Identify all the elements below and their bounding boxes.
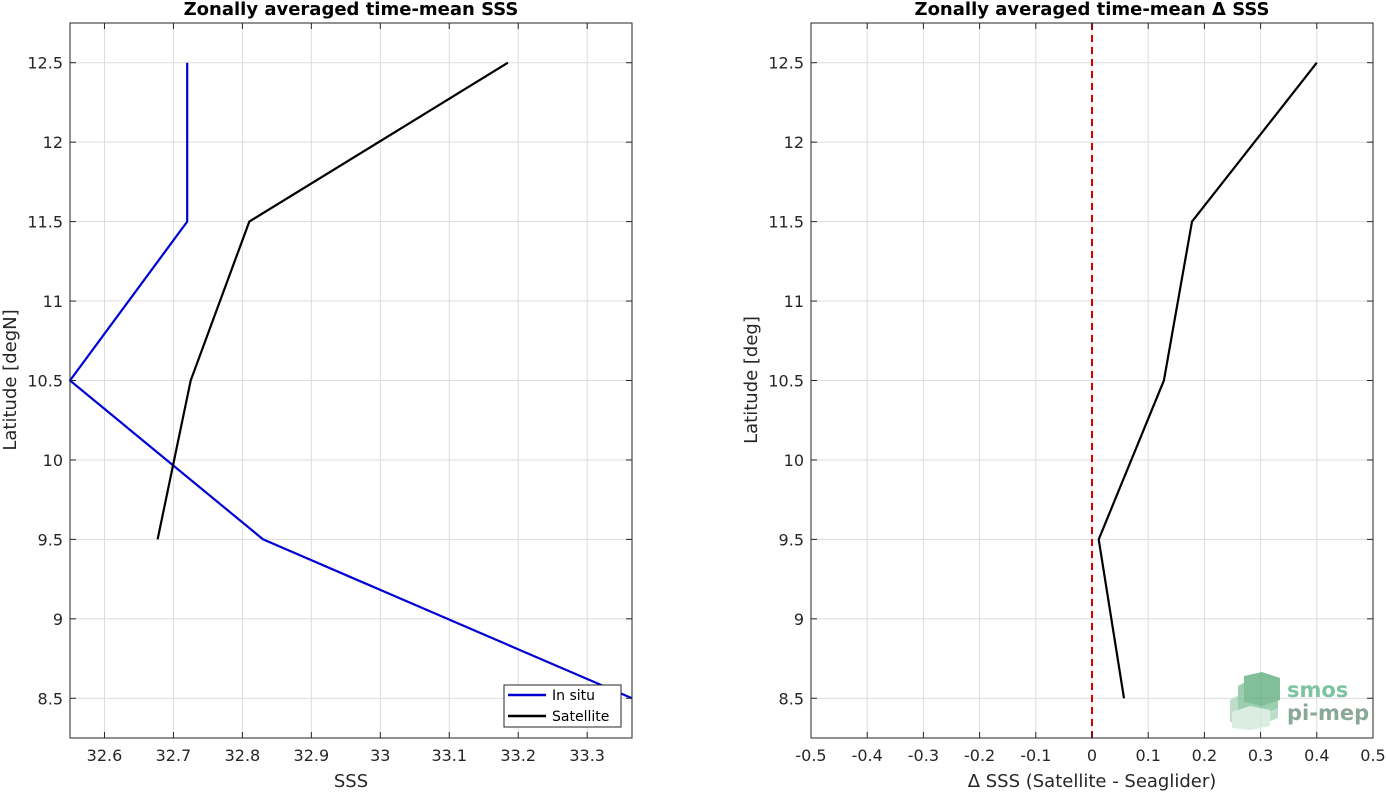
x-tick-label: -0.2 xyxy=(964,746,995,765)
x-tick-label: 0.1 xyxy=(1135,746,1160,765)
y-tick-label: 10 xyxy=(784,451,804,470)
y-tick-label: 9.5 xyxy=(779,530,804,549)
x-axis-label: SSS xyxy=(334,771,368,792)
x-tick-label: 0.3 xyxy=(1248,746,1273,765)
x-tick-label: -0.4 xyxy=(852,746,883,765)
y-tick-label: 10.5 xyxy=(27,372,63,391)
x-tick-label: 33.2 xyxy=(500,746,536,765)
y-tick-labels: 8.5 9 9.5 10 10.5 11 11.5 12 12.5 xyxy=(768,54,804,709)
y-tick-label: 11 xyxy=(784,292,804,311)
x-tick-labels: 32.6 32.7 32.8 32.9 33 33.1 33.2 33.3 xyxy=(87,746,605,765)
x-tick-label: 32.7 xyxy=(156,746,192,765)
legend-label-in-situ: In situ xyxy=(552,688,595,704)
logo-text-pi-mep: pi-mep xyxy=(1287,701,1369,725)
chart-title: Zonally averaged time-mean SSS xyxy=(184,0,519,20)
x-tick-label: 0 xyxy=(1087,746,1097,765)
y-tick-label: 8.5 xyxy=(779,689,804,708)
x-tick-label: 0.5 xyxy=(1360,746,1385,765)
y-tick-label: 11.5 xyxy=(27,213,63,232)
x-tick-label: -0.5 xyxy=(795,746,826,765)
x-tick-label: -0.3 xyxy=(908,746,939,765)
x-axis-label: Δ SSS (Satellite - Seaglider) xyxy=(968,771,1217,792)
x-tick-labels: -0.5 -0.4 -0.3 -0.2 -0.1 0 0.1 0.2 0.3 0.4 0.5 xyxy=(795,746,1385,765)
y-tick-label: 10.5 xyxy=(768,372,804,391)
x-tick-label: 32.9 xyxy=(294,746,330,765)
x-tick-label: 33.1 xyxy=(431,746,467,765)
x-tick-label: -0.1 xyxy=(1020,746,1051,765)
legend: In situ Satellite xyxy=(503,684,622,728)
right-plot: -0.5 -0.4 -0.3 -0.2 -0.1 0 0.1 0.2 0.3 0.4 0.5 8.5… xyxy=(741,0,1386,792)
logo-text-smos: smos xyxy=(1287,678,1348,702)
y-tick-labels: 8.5 9 9.5 10 10.5 11 11.5 12 12.5 xyxy=(27,54,63,709)
y-axis-label: Latitude [degN] xyxy=(0,309,21,450)
series-lines xyxy=(1097,62,1318,699)
y-tick-label: 12.5 xyxy=(768,54,804,73)
x-tick-label: 33.3 xyxy=(569,746,605,765)
x-tick-label: 32.8 xyxy=(225,746,261,765)
legend-box xyxy=(503,684,622,728)
grid-lines xyxy=(70,23,632,738)
y-tick-label: 12 xyxy=(43,133,63,152)
y-tick-label: 10 xyxy=(43,451,63,470)
series-line-2 xyxy=(156,61,509,540)
tick-marks xyxy=(70,23,632,738)
x-tick-label: 33 xyxy=(370,746,390,765)
y-tick-label: 11.5 xyxy=(768,213,804,232)
x-tick-label: 0.2 xyxy=(1192,746,1217,765)
tick-marks xyxy=(810,23,1374,738)
x-tick-label: 32.6 xyxy=(87,746,123,765)
smos-pi-mep-logo: smos pi-mep xyxy=(1230,672,1369,730)
series-line-1 xyxy=(1097,62,1318,699)
legend-label-satellite: Satellite xyxy=(552,709,609,725)
y-tick-label: 12.5 xyxy=(27,54,63,73)
chart-title: Zonally averaged time-mean Δ SSS xyxy=(915,0,1270,20)
y-tick-label: 9.5 xyxy=(38,530,63,549)
y-tick-label: 9 xyxy=(53,610,63,629)
y-tick-label: 8.5 xyxy=(38,689,63,708)
x-tick-label: 0.4 xyxy=(1304,746,1329,765)
left-plot: 32.6 32.7 32.8 32.9 33 33.1 33.2 33.3 8.5 9 9.5 10… xyxy=(0,0,633,792)
y-tick-label: 11 xyxy=(43,292,63,311)
y-axis-label: Latitude [deg] xyxy=(741,316,762,444)
logo-graphic xyxy=(1230,672,1280,730)
y-tick-label: 9 xyxy=(794,610,804,629)
y-tick-label: 12 xyxy=(784,133,804,152)
